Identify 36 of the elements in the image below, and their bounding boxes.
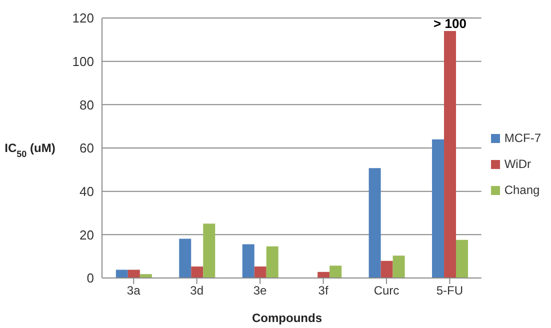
bar: [191, 266, 204, 278]
bar: [456, 240, 468, 278]
y-tick-label: 20: [80, 227, 94, 242]
bar: [330, 266, 342, 278]
x-tick-label: 3e: [253, 284, 268, 298]
y-tick-label: 100: [72, 54, 94, 69]
bar: [444, 31, 456, 278]
bar: [242, 244, 254, 278]
bar: [254, 266, 266, 278]
x-tick-label: 3f: [318, 284, 329, 298]
bar: [432, 139, 444, 278]
bar: [179, 238, 192, 278]
y-tick-label: 60: [80, 140, 94, 156]
bar: [203, 224, 216, 278]
bar: [368, 168, 381, 278]
bar: [116, 270, 128, 278]
bar: [380, 260, 393, 278]
bar: [140, 274, 152, 278]
y-axis-title: IC$_{50}$ (uM): [4, 141, 56, 159]
x-tick-label: 3a: [126, 284, 141, 298]
x-axis-title: Compounds: [252, 311, 322, 325]
legend-label: Chang: [504, 183, 540, 197]
y-tick-label: 0: [86, 270, 94, 286]
legend-label: MCF-7: [504, 131, 541, 145]
y-tick-label: 40: [80, 184, 94, 199]
x-tick-label: Curc: [374, 284, 400, 298]
bar: [266, 246, 278, 278]
legend-label: WiDr: [504, 157, 531, 171]
y-tick-label: 80: [80, 97, 94, 112]
bar: [392, 256, 405, 278]
x-tick-label: 5-FU: [436, 284, 464, 298]
data-label: > 100: [434, 16, 466, 31]
bar: [128, 270, 140, 278]
x-tick-label: 3d: [190, 284, 204, 298]
bar: [318, 272, 330, 278]
y-tick-label: 120: [72, 10, 94, 26]
